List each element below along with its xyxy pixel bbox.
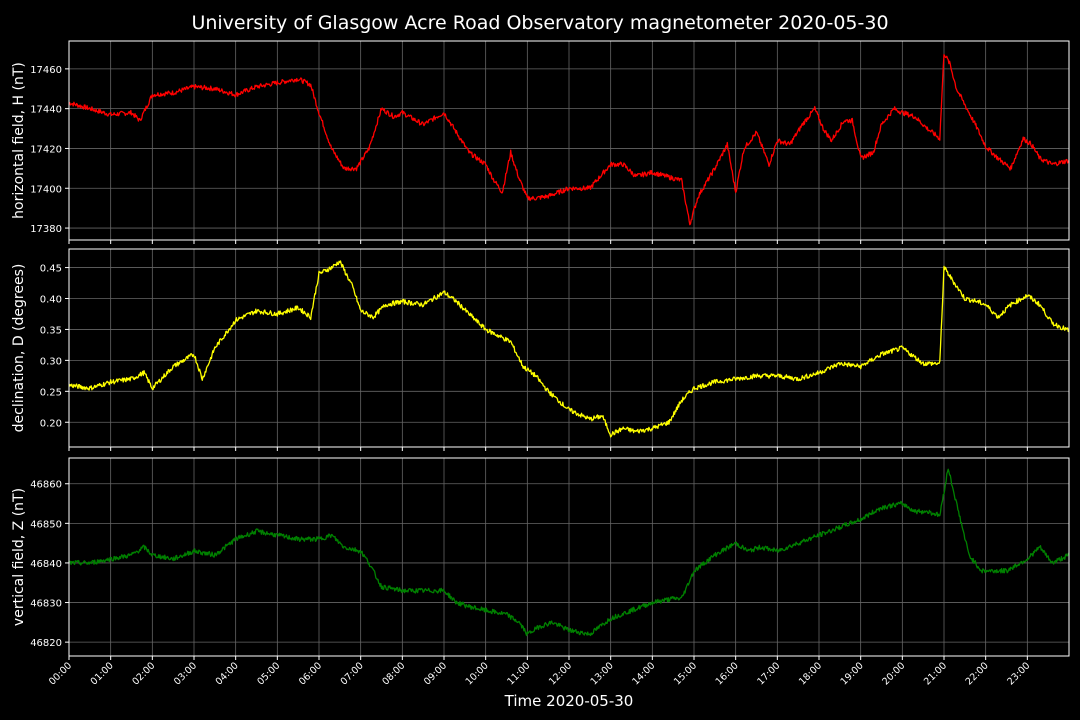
y-axis-label-H: horizontal field, H (nT) [11, 62, 27, 219]
x-tick-label: 03:00 [172, 660, 199, 687]
x-tick-label: 08:00 [380, 660, 407, 687]
y-tick-label: 0.35 [40, 325, 62, 336]
y-tick-label: 46850 [30, 519, 62, 530]
y-tick-label: 17380 [30, 224, 62, 235]
x-tick-label: 20:00 [880, 660, 907, 687]
y-tick-label: 0.30 [40, 356, 62, 367]
y-tick-label: 0.45 [40, 264, 62, 275]
y-axis-label-Z: vertical field, Z (nT) [11, 488, 27, 626]
x-tick-label: 04:00 [214, 660, 241, 687]
y-tick-label: 46840 [30, 559, 62, 570]
panel-D: 0.20 0.25 0.30 0.35 0.40 0.45 declination, D (… [11, 248, 1070, 451]
x-tick-label: 18:00 [797, 660, 824, 687]
series-line-H [68, 54, 1070, 226]
x-tick-label: 15:00 [672, 660, 699, 687]
y-axis-label-D: declination, D (degrees) [11, 264, 27, 433]
series-line-D [68, 260, 1070, 438]
shared-x-axis: 00:00 01:00 02:00 03:00 04:00 05:00 06:00 07:00… [47, 660, 1032, 687]
y-tick-label: 0.40 [40, 295, 62, 306]
x-tick-label: 17:00 [755, 660, 782, 687]
y-tick-label: 17440 [30, 105, 62, 116]
x-tick-label: 16:00 [714, 660, 741, 687]
x-tick-label: 14:00 [630, 660, 657, 687]
x-tick-label: 09:00 [422, 660, 449, 687]
y-tick-label: 17400 [30, 184, 62, 195]
y-tick-label: 0.20 [40, 418, 62, 429]
x-tick-label: 00:00 [47, 660, 74, 687]
x-tick-label: 05:00 [255, 660, 282, 687]
y-tick-label: 46860 [30, 480, 62, 491]
x-tick-label: 12:00 [547, 660, 574, 687]
x-tick-label: 13:00 [589, 660, 616, 687]
x-tick-label: 11:00 [505, 660, 532, 687]
x-tick-label: 21:00 [922, 660, 949, 687]
x-tick-label: 02:00 [130, 660, 157, 687]
series-line-Z [68, 468, 1070, 637]
x-tick-label: 01:00 [89, 660, 116, 687]
x-tick-label: 22:00 [964, 660, 991, 687]
figure-title: University of Glasgow Acre Road Observat… [191, 12, 888, 34]
x-axis-label: Time 2020-05-30 [504, 692, 634, 710]
y-tick-label: 17460 [30, 65, 62, 76]
y-tick-label: 17420 [30, 144, 62, 155]
x-tick-label: 06:00 [297, 660, 324, 687]
y-tick-label: 46820 [30, 638, 62, 649]
x-tick-label: 10:00 [464, 660, 491, 687]
y-tick-label: 46830 [30, 599, 62, 610]
x-tick-label: 19:00 [839, 660, 866, 687]
y-tick-label: 0.25 [40, 387, 62, 398]
x-tick-label: 07:00 [339, 660, 366, 687]
x-tick-label: 23:00 [1005, 660, 1032, 687]
